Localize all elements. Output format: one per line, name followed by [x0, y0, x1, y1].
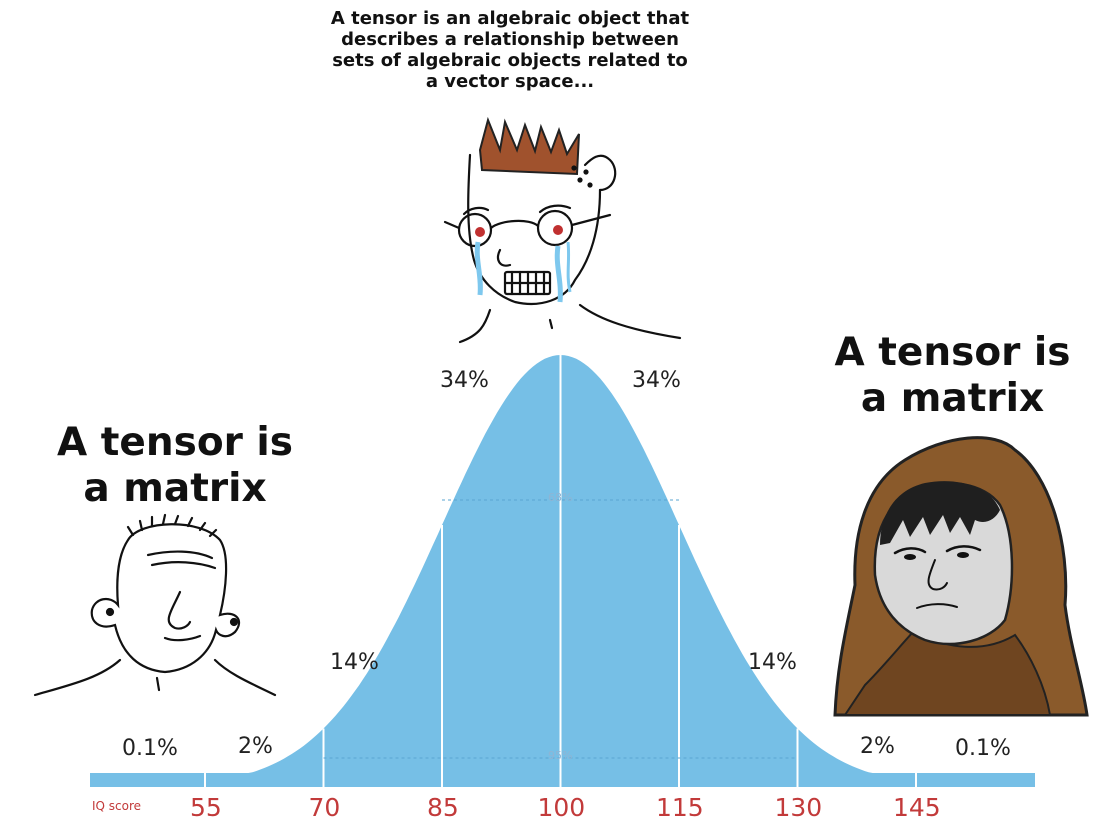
x-tick-115: 115 [656, 793, 704, 822]
axis-label-iq-score: IQ score [92, 799, 142, 813]
left-caption: A tensor is a matrix [56, 420, 294, 511]
left-tail-band [90, 773, 205, 787]
x-tick-70: 70 [308, 793, 341, 822]
wojak-simple-drawing [33, 513, 277, 697]
x-tick-130: 130 [774, 793, 823, 822]
x-tick-100: 100 [537, 793, 586, 822]
wojak-crying-glasses-drawing [443, 116, 682, 344]
band-label-1: 2% [238, 734, 273, 759]
top-caption: A tensor is an algebraic object that des… [330, 8, 690, 92]
right-tail-band [916, 773, 1035, 787]
band-label-3: 34% [440, 368, 489, 393]
band-label-0: 0.1% [122, 736, 178, 761]
band-label-5: 14% [748, 650, 797, 675]
x-tick-85: 85 [427, 793, 459, 822]
x-tick-55: 55 [190, 793, 222, 822]
hooded-monk-drawing [833, 436, 1089, 717]
range-label-95: 95% [548, 749, 573, 762]
band-label-7: 0.1% [955, 736, 1011, 761]
band-label-6: 2% [860, 734, 895, 759]
range-label-68: 68% [548, 491, 573, 504]
band-label-4: 34% [632, 368, 681, 393]
bell-curve-area [165, 355, 916, 787]
band-label-2: 14% [330, 650, 379, 675]
right-caption: A tensor is a matrix [834, 330, 1071, 421]
x-tick-145: 145 [893, 793, 941, 822]
